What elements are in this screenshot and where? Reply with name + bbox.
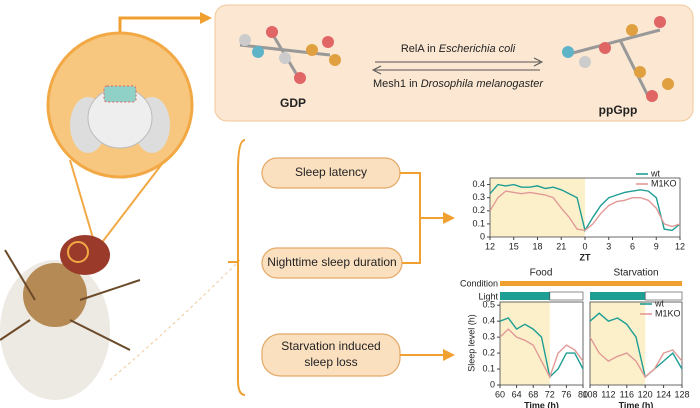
y-tick-label: 0.3 [472,192,485,202]
gdp-molecule [239,26,341,84]
x-tick-label: 124 [656,389,671,399]
text: Mesh1 in [373,78,418,90]
enzyme-label: Mesh1 in Drosophila melanogaster [373,78,544,90]
y-tick-label: 0.5 [482,300,495,310]
x-tick-label: 64 [512,389,522,399]
x-tick-label: 128 [674,389,689,399]
x-axis-label: Time (h) [524,400,559,408]
box-label: Nighttime sleep duration [267,255,396,269]
legend-label: M1KO [655,308,681,318]
plot-frame [499,301,584,386]
data-line [589,312,683,379]
x-tick-label: 108 [582,389,597,399]
ppgpp-molecule [562,16,674,102]
molecule-label: GDP [280,96,306,110]
x-axis-label: Time (h) [619,400,654,408]
x-tick-label: 76 [561,389,571,399]
light-bar [590,292,646,300]
x-tick-label: 120 [638,389,653,399]
legend-label: wt [654,298,664,308]
dark-bar [549,291,584,301]
text: Drosophila melanogaster [421,78,545,90]
fly [0,235,141,400]
data-line [489,190,681,232]
x-tick-label: 21 [556,241,566,251]
x-tick-label: 0 [582,241,587,251]
condition-label: Condition [460,278,498,288]
y-tick-label: 0.2 [482,347,495,357]
x-tick-label: 15 [509,241,519,251]
condition: Starvation [613,268,658,279]
x-tick-label: 12 [675,241,685,251]
x-tick-label: 12 [485,241,495,251]
y-tick-label: 0.1 [482,363,495,373]
brain [70,85,170,153]
y-tick-label: 0.2 [472,205,485,215]
x-tick-label: 6 [630,241,635,251]
y-tick-label: 0.4 [472,179,485,189]
x-tick-label: 68 [528,389,538,399]
y-tick-label: 0.3 [482,331,495,341]
y-tick-label: 0.4 [482,316,495,326]
decoration [109,259,241,381]
zoom-line [69,159,166,246]
x-tick-label: 60 [495,389,505,399]
molecule-label: ppGpp [599,103,638,117]
light-shade [500,302,550,385]
x-axis-label: ZT [580,252,591,262]
x-tick-label: 9 [654,241,659,251]
x-tick-label: 80 [578,389,588,399]
dark-bar [644,291,683,301]
y-tick-label: 0 [490,379,495,389]
text: RelA in [401,43,436,55]
data-line [499,328,584,379]
light-shade [490,178,585,237]
connector [400,172,445,264]
x-tick-label: 112 [601,389,615,399]
x-tick-label: 18 [532,241,542,251]
arrow-head [443,212,455,224]
x-tick-label: 72 [545,389,555,399]
bracket [237,139,246,396]
light-shade [590,302,646,385]
legend-label: wt [650,168,660,178]
box-label: sleep loss [304,355,357,369]
arrow-head [533,57,544,67]
arrow-head [443,349,455,361]
enzyme-label: RelA in Escherichia coli [401,43,516,55]
data-line [499,317,584,379]
y-axis-label: Sleep level (h) [466,314,476,372]
box-label: Starvation induced [281,339,380,353]
data-line [589,336,683,379]
y-tick-label: 0 [480,231,485,241]
arrow-head [200,12,212,24]
light-bar [500,292,550,300]
condition-bar [500,281,682,286]
light-label: Light [478,291,498,301]
reaction-panel [214,4,694,122]
legend-label: M1KO [651,178,677,188]
plot-frame [589,301,683,386]
x-tick-label: 3 [606,241,611,251]
text: Escherichia coli [439,43,516,55]
charts: 00.10.20.30.412 15 18 21 0 3 6 9 12ZTwtM1KOCondi… [460,168,690,408]
y-tick-label: 0.1 [472,218,485,228]
x-tick-label: 116 [620,389,634,399]
condition: Food [530,268,553,279]
arrow-head [371,65,382,75]
box-label: Sleep latency [295,165,367,179]
